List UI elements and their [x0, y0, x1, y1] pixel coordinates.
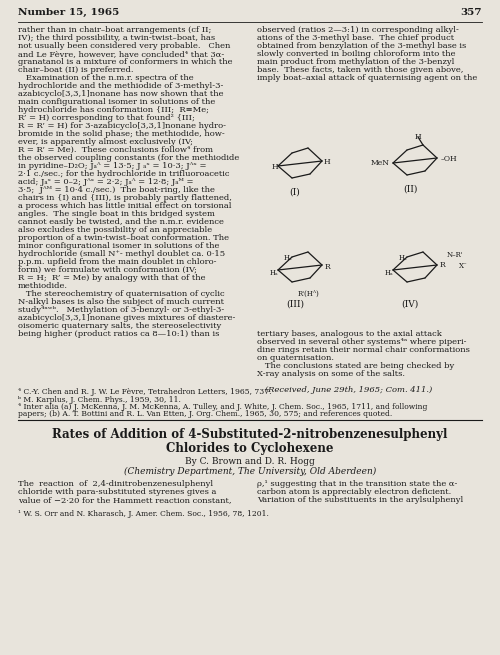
- Text: azabicyclo[3,3,1]nonane has now shown that the: azabicyclo[3,3,1]nonane has now shown th…: [18, 90, 224, 98]
- Text: acid; Jₐˣ = 0–2; Jᴬˣ = 2·2; Jₐᴬ = 12·8; Jₐᴹ =: acid; Jₐˣ = 0–2; Jᴬˣ = 2·2; Jₐᴬ = 12·8; …: [18, 178, 194, 186]
- Text: granatanol is a mixture of conformers in which the: granatanol is a mixture of conformers in…: [18, 58, 233, 66]
- Text: main configurational isomer in solutions of the: main configurational isomer in solutions…: [18, 98, 215, 106]
- Text: carbon atom is appreciably electron deficient.: carbon atom is appreciably electron defi…: [257, 488, 451, 496]
- Text: main product from methylation of the 3-benzyl: main product from methylation of the 3-b…: [257, 58, 454, 66]
- Text: 357: 357: [460, 8, 482, 17]
- Text: X⁻: X⁻: [459, 262, 468, 270]
- Text: (Received, June 29th, 1965; Com. 411.): (Received, June 29th, 1965; Com. 411.): [257, 386, 432, 394]
- Text: ever, is apparently almost exclusively (IV;: ever, is apparently almost exclusively (…: [18, 138, 193, 146]
- Text: H: H: [272, 163, 278, 171]
- Text: Hₐ: Hₐ: [284, 254, 293, 262]
- Text: hydrochloride (small N⁺- methyl doublet ca. 0·15: hydrochloride (small N⁺- methyl doublet …: [18, 250, 225, 258]
- Text: chairs in {I) and {III), is probably partly flattened,: chairs in {I) and {III), is probably par…: [18, 194, 232, 202]
- Text: rather than in chair–boat arrangements (cf II;: rather than in chair–boat arrangements (…: [18, 26, 212, 34]
- Text: N-alkyl bases is also the subject of much current: N-alkyl bases is also the subject of muc…: [18, 298, 224, 306]
- Text: 2·1 c./sec.; for the hydrochloride in trifluoroacetic: 2·1 c./sec.; for the hydrochloride in tr…: [18, 170, 230, 178]
- Text: cannot easily be twisted, and the n.m.r. evidence: cannot easily be twisted, and the n.m.r.…: [18, 218, 224, 226]
- Text: Hₐ: Hₐ: [399, 254, 408, 262]
- Text: R: R: [325, 263, 331, 271]
- Text: being higher (product ratios ca 8—10:1) than is: being higher (product ratios ca 8—10:1) …: [18, 330, 220, 338]
- Text: IV); the third possibility, a twin-twist–boat, has: IV); the third possibility, a twin-twist…: [18, 34, 215, 42]
- Text: Hₐ: Hₐ: [385, 269, 394, 277]
- Text: R: R: [440, 261, 446, 269]
- Text: papers; (b) A. T. Bottini and R. L. Van Etten, J. Org. Chem., 1965, 30, 575; and: papers; (b) A. T. Bottini and R. L. Van …: [18, 411, 392, 419]
- Text: methiodide.: methiodide.: [18, 282, 68, 290]
- Text: also excludes the possibility of an appreciable: also excludes the possibility of an appr…: [18, 226, 212, 234]
- Text: bromide in the solid phase; the methiodide, how-: bromide in the solid phase; the methiodi…: [18, 130, 225, 138]
- Text: Hₐ: Hₐ: [270, 269, 279, 277]
- Text: The conclusions stated are being checked by: The conclusions stated are being checked…: [257, 362, 454, 370]
- Text: observed in several other systems⁴ᵃ where piperi-: observed in several other systems⁴ᵃ wher…: [257, 338, 466, 346]
- Text: hydrochloride and the methiodide of 3-methyl-3-: hydrochloride and the methiodide of 3-me…: [18, 82, 224, 90]
- Text: The stereochemistry of quaternisation of cyclic: The stereochemistry of quaternisation of…: [18, 290, 225, 298]
- Text: study⁴ᵃʷᵇ.   Methylation of 3-benzyl- or 3-ethyl-3-: study⁴ᵃʷᵇ. Methylation of 3-benzyl- or 3…: [18, 306, 224, 314]
- Text: azabicyclo[3,3,1]nonane gives mixtures of diastere-: azabicyclo[3,3,1]nonane gives mixtures o…: [18, 314, 236, 322]
- Text: a process which has little initial effect on torsional: a process which has little initial effec…: [18, 202, 232, 210]
- Text: imply boat–axial attack of quaternising agent on the: imply boat–axial attack of quaternising …: [257, 74, 477, 82]
- Text: angles.  The single boat in this bridged system: angles. The single boat in this bridged …: [18, 210, 215, 218]
- Text: not usually been considered very probable.   Chen: not usually been considered very probabl…: [18, 42, 231, 50]
- Text: Variation of the substituents in the arylsulphenyl: Variation of the substituents in the ary…: [257, 496, 463, 504]
- Text: H: H: [324, 158, 330, 166]
- Text: ¹ W. S. Orr and N. Kharasch, J. Amer. Chem. Soc., 1956, 78, 1201.: ¹ W. S. Orr and N. Kharasch, J. Amer. Ch…: [18, 510, 269, 518]
- Text: Rates of Addition of 4-Substituted-2-nitrobenzenesulphenyl: Rates of Addition of 4-Substituted-2-nit…: [52, 428, 448, 441]
- Text: proportion of a twin-twist–boat conformation. The: proportion of a twin-twist–boat conforma…: [18, 234, 229, 242]
- Text: (I): (I): [290, 188, 300, 197]
- Text: on quaternisation.: on quaternisation.: [257, 354, 334, 362]
- Text: base.  These facts, taken with those given above,: base. These facts, taken with those give…: [257, 66, 464, 74]
- Text: p.p.m. upfield from the main doublet in chloro-: p.p.m. upfield from the main doublet in …: [18, 258, 216, 266]
- Text: observed (ratios 2—3:1) in corresponding alkyl-: observed (ratios 2—3:1) in corresponding…: [257, 26, 459, 34]
- Text: Examination of the n.m.r. spectra of the: Examination of the n.m.r. spectra of the: [18, 74, 194, 82]
- Text: in pyridine–D₂O; Jₐᴬ = 13·5; J ₐˣ = 10·3; Jᴬˣ =: in pyridine–D₂O; Jₐᴬ = 13·5; J ₐˣ = 10·3…: [18, 162, 206, 170]
- Text: ations of the 3-methyl base.  The chief product: ations of the 3-methyl base. The chief p…: [257, 34, 454, 42]
- Text: Number 15, 1965: Number 15, 1965: [18, 8, 120, 17]
- Text: (II): (II): [403, 185, 417, 194]
- Text: H: H: [414, 133, 422, 141]
- Text: minor configurational isomer in solutions of the: minor configurational isomer in solution…: [18, 242, 220, 250]
- Text: ⁴ C.-Y. Chen and R. J. W. Le Fèvre, Tetrahedron Letters, 1965, 737.: ⁴ C.-Y. Chen and R. J. W. Le Fèvre, Tetr…: [18, 388, 272, 396]
- Text: the observed coupling constants (for the methiodide: the observed coupling constants (for the…: [18, 154, 240, 162]
- Text: slowly converted in boiling chloroform into the: slowly converted in boiling chloroform i…: [257, 50, 456, 58]
- Text: ⁴ Inter alia (a) J. McKenna, J. M. McKenna, A. Tulley, and J. White, J. Chem. So: ⁴ Inter alia (a) J. McKenna, J. M. McKen…: [18, 403, 428, 411]
- Text: value of −2·20 for the Hammett reaction constant,: value of −2·20 for the Hammett reaction …: [18, 496, 232, 504]
- Text: dine rings retain their normal chair conformations: dine rings retain their normal chair con…: [257, 346, 470, 354]
- Text: Chlorides to Cyclohexene: Chlorides to Cyclohexene: [166, 442, 334, 455]
- Text: (III): (III): [286, 300, 304, 309]
- Text: X-ray analysis on some of the salts.: X-ray analysis on some of the salts.: [257, 370, 405, 378]
- Text: By C. Brown and D. R. Hogg: By C. Brown and D. R. Hogg: [185, 457, 315, 466]
- Text: The  reaction  of  2,4-dinitrobenzenesulphenyl: The reaction of 2,4-dinitrobenzenesulphe…: [18, 480, 213, 488]
- Text: form) we formulate with conformation (IV;: form) we formulate with conformation (IV…: [18, 266, 197, 274]
- Text: ᵇ M. Karplus, J. Chem. Phys., 1959, 30, 11.: ᵇ M. Karplus, J. Chem. Phys., 1959, 30, …: [18, 396, 181, 403]
- Text: (IV): (IV): [402, 300, 418, 309]
- Text: R = H;  R’ = Me) by analogy with that of the: R = H; R’ = Me) by analogy with that of …: [18, 274, 206, 282]
- Text: ρ,¹ suggesting that in the transition state the α-: ρ,¹ suggesting that in the transition st…: [257, 480, 458, 488]
- Text: N–R': N–R': [447, 251, 464, 259]
- Text: oisomeric quaternary salts, the stereoselectivity: oisomeric quaternary salts, the stereose…: [18, 322, 221, 330]
- Text: R'(Hᴬ): R'(Hᴬ): [298, 290, 320, 298]
- Text: MeN: MeN: [371, 159, 390, 167]
- Text: R’ = H) corresponding to that found² {III;: R’ = H) corresponding to that found² {II…: [18, 114, 195, 122]
- Text: R = R’ = H) for 3-azabicyclo[3,3,1]nonane hydro-: R = R’ = H) for 3-azabicyclo[3,3,1]nonan…: [18, 122, 226, 130]
- Text: and Le Fèvre, however, have concluded⁴ that 3α-: and Le Fèvre, however, have concluded⁴ t…: [18, 50, 224, 58]
- Text: tertiary bases, analogous to the axial attack: tertiary bases, analogous to the axial a…: [257, 330, 442, 338]
- Text: 3·5;  Jᴬᴹ = 10·4 c./sec.)  The boat-ring, like the: 3·5; Jᴬᴹ = 10·4 c./sec.) The boat-ring, …: [18, 186, 215, 194]
- Text: –OH: –OH: [441, 155, 458, 163]
- Text: chair–boat (II) is preferred.: chair–boat (II) is preferred.: [18, 66, 134, 74]
- Text: obtained from benzylation of the 3-methyl base is: obtained from benzylation of the 3-methy…: [257, 42, 466, 50]
- Text: chloride with para-substituted styrenes gives a: chloride with para-substituted styrenes …: [18, 488, 216, 496]
- Text: (Chemistry Department, The University, Old Aberdeen): (Chemistry Department, The University, O…: [124, 467, 376, 476]
- Text: R = R’ = Me).  These conclusions follow⁴ from: R = R’ = Me). These conclusions follow⁴ …: [18, 146, 213, 154]
- Text: hydrochloride has conformation {III;  R≡Me;: hydrochloride has conformation {III; R≡M…: [18, 106, 209, 114]
